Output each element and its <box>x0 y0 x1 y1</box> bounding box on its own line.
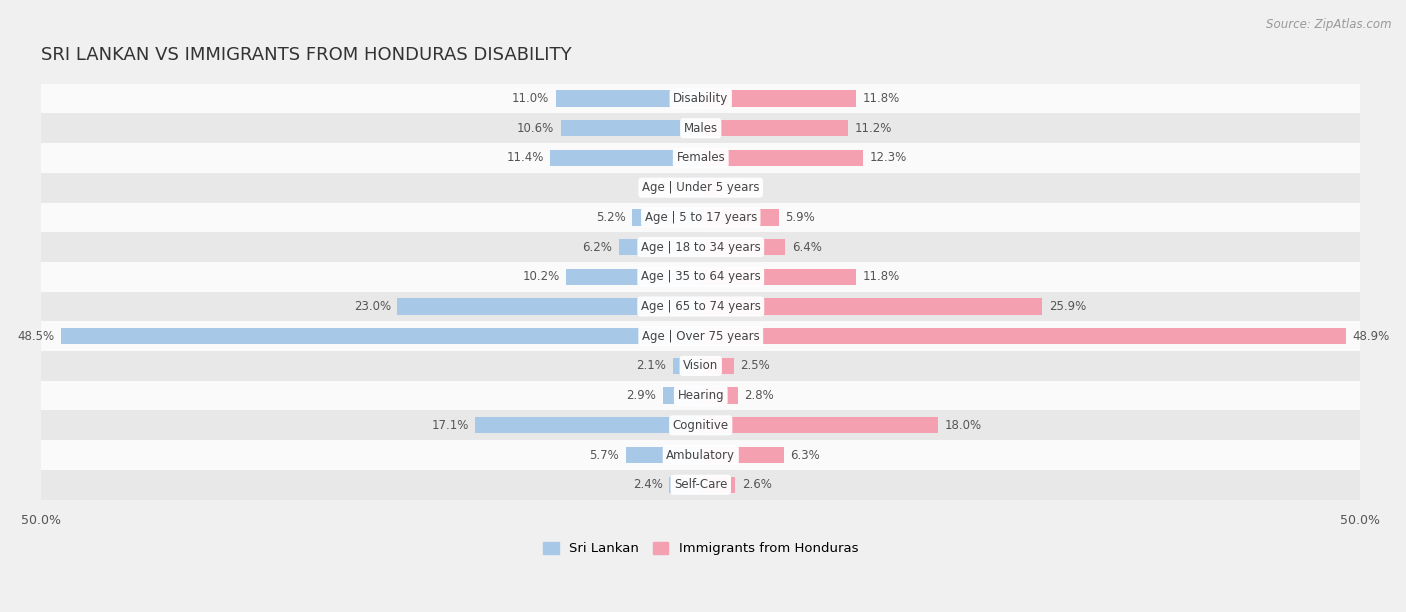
Text: 23.0%: 23.0% <box>354 300 391 313</box>
Text: Age | 5 to 17 years: Age | 5 to 17 years <box>644 211 756 224</box>
Text: Self-Care: Self-Care <box>673 478 727 491</box>
Bar <box>700 91 856 106</box>
Text: 5.2%: 5.2% <box>596 211 626 224</box>
Bar <box>700 298 1042 315</box>
Bar <box>700 328 1346 345</box>
Text: 25.9%: 25.9% <box>1049 300 1087 313</box>
Bar <box>550 150 700 166</box>
Text: 48.5%: 48.5% <box>17 330 55 343</box>
Bar <box>41 262 1360 292</box>
Bar <box>700 150 863 166</box>
Bar <box>60 328 700 345</box>
Text: Hearing: Hearing <box>678 389 724 402</box>
Bar <box>41 321 1360 351</box>
Text: Males: Males <box>683 122 718 135</box>
Text: 11.2%: 11.2% <box>855 122 893 135</box>
Text: 10.2%: 10.2% <box>523 271 560 283</box>
Bar <box>41 440 1360 470</box>
Bar <box>700 477 735 493</box>
Text: Vision: Vision <box>683 359 718 373</box>
Bar <box>700 358 734 374</box>
Bar <box>41 203 1360 232</box>
Text: 10.6%: 10.6% <box>517 122 554 135</box>
Bar <box>561 120 700 136</box>
Bar <box>41 143 1360 173</box>
Text: 2.6%: 2.6% <box>741 478 772 491</box>
Bar <box>700 447 785 463</box>
Bar <box>700 179 717 196</box>
Bar <box>567 269 700 285</box>
Text: 12.3%: 12.3% <box>869 151 907 165</box>
Bar <box>700 269 856 285</box>
Legend: Sri Lankan, Immigrants from Honduras: Sri Lankan, Immigrants from Honduras <box>538 537 863 561</box>
Bar <box>41 113 1360 143</box>
Text: 48.9%: 48.9% <box>1353 330 1389 343</box>
Bar <box>700 120 848 136</box>
Bar <box>41 411 1360 440</box>
Bar <box>41 232 1360 262</box>
Bar <box>475 417 700 433</box>
Text: 2.9%: 2.9% <box>626 389 657 402</box>
Text: Age | 65 to 74 years: Age | 65 to 74 years <box>641 300 761 313</box>
Text: 11.4%: 11.4% <box>506 151 544 165</box>
Bar <box>626 447 700 463</box>
Text: Age | Under 5 years: Age | Under 5 years <box>643 181 759 194</box>
Bar <box>700 387 738 404</box>
Text: 6.2%: 6.2% <box>582 241 613 253</box>
Text: SRI LANKAN VS IMMIGRANTS FROM HONDURAS DISABILITY: SRI LANKAN VS IMMIGRANTS FROM HONDURAS D… <box>41 46 572 64</box>
Bar <box>555 91 700 106</box>
Text: Females: Females <box>676 151 725 165</box>
Text: Cognitive: Cognitive <box>672 419 728 432</box>
Bar <box>41 292 1360 321</box>
Bar <box>398 298 700 315</box>
Text: Age | 35 to 64 years: Age | 35 to 64 years <box>641 271 761 283</box>
Bar <box>619 239 700 255</box>
Bar <box>633 209 700 226</box>
Bar <box>41 470 1360 499</box>
Text: 6.3%: 6.3% <box>790 449 820 461</box>
Text: 11.8%: 11.8% <box>863 271 900 283</box>
Text: Age | Over 75 years: Age | Over 75 years <box>643 330 759 343</box>
Text: 6.4%: 6.4% <box>792 241 821 253</box>
Text: 2.8%: 2.8% <box>744 389 775 402</box>
Text: 5.7%: 5.7% <box>589 449 619 461</box>
Text: 18.0%: 18.0% <box>945 419 981 432</box>
Text: Age | 18 to 34 years: Age | 18 to 34 years <box>641 241 761 253</box>
Bar <box>41 173 1360 203</box>
Bar <box>662 387 700 404</box>
Bar <box>673 358 700 374</box>
Text: 2.1%: 2.1% <box>637 359 666 373</box>
Text: 11.8%: 11.8% <box>863 92 900 105</box>
Bar <box>41 381 1360 411</box>
Bar <box>700 417 938 433</box>
Text: 1.2%: 1.2% <box>723 181 754 194</box>
Text: 11.0%: 11.0% <box>512 92 550 105</box>
Text: 5.9%: 5.9% <box>785 211 815 224</box>
Text: Disability: Disability <box>673 92 728 105</box>
Text: 2.4%: 2.4% <box>633 478 662 491</box>
Bar <box>41 351 1360 381</box>
Bar <box>41 84 1360 113</box>
Bar <box>686 179 700 196</box>
Text: Ambulatory: Ambulatory <box>666 449 735 461</box>
Bar <box>700 209 779 226</box>
Bar <box>700 239 785 255</box>
Text: 2.5%: 2.5% <box>741 359 770 373</box>
Text: 17.1%: 17.1% <box>432 419 468 432</box>
Bar <box>669 477 700 493</box>
Text: 1.1%: 1.1% <box>650 181 679 194</box>
Text: Source: ZipAtlas.com: Source: ZipAtlas.com <box>1267 18 1392 31</box>
